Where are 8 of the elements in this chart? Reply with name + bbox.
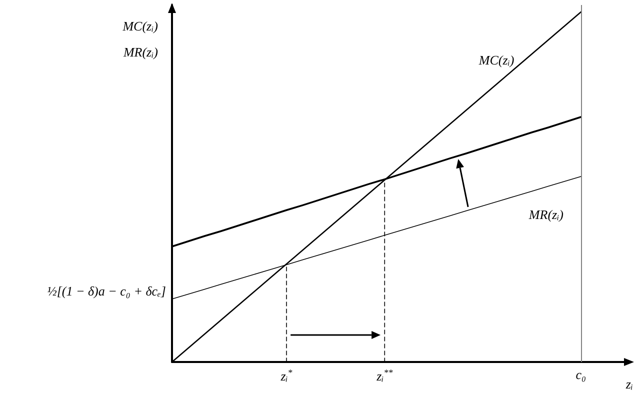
series-label: MR(zᵢ) — [528, 207, 564, 222]
x-tick-label: zᵢ* — [280, 368, 293, 384]
x-tick-label: c₀ — [576, 367, 586, 382]
y-axis-title: MC(zᵢ) MR(zᵢ) — [122, 18, 158, 60]
x-tick-label: zᵢ** — [376, 368, 394, 384]
x-axis-title: zᵢ — [624, 376, 633, 392]
text: ½[(1 − δ)a − c₀ + δcₑ] — [47, 284, 166, 298]
series-label: MC(zᵢ) — [478, 52, 514, 68]
